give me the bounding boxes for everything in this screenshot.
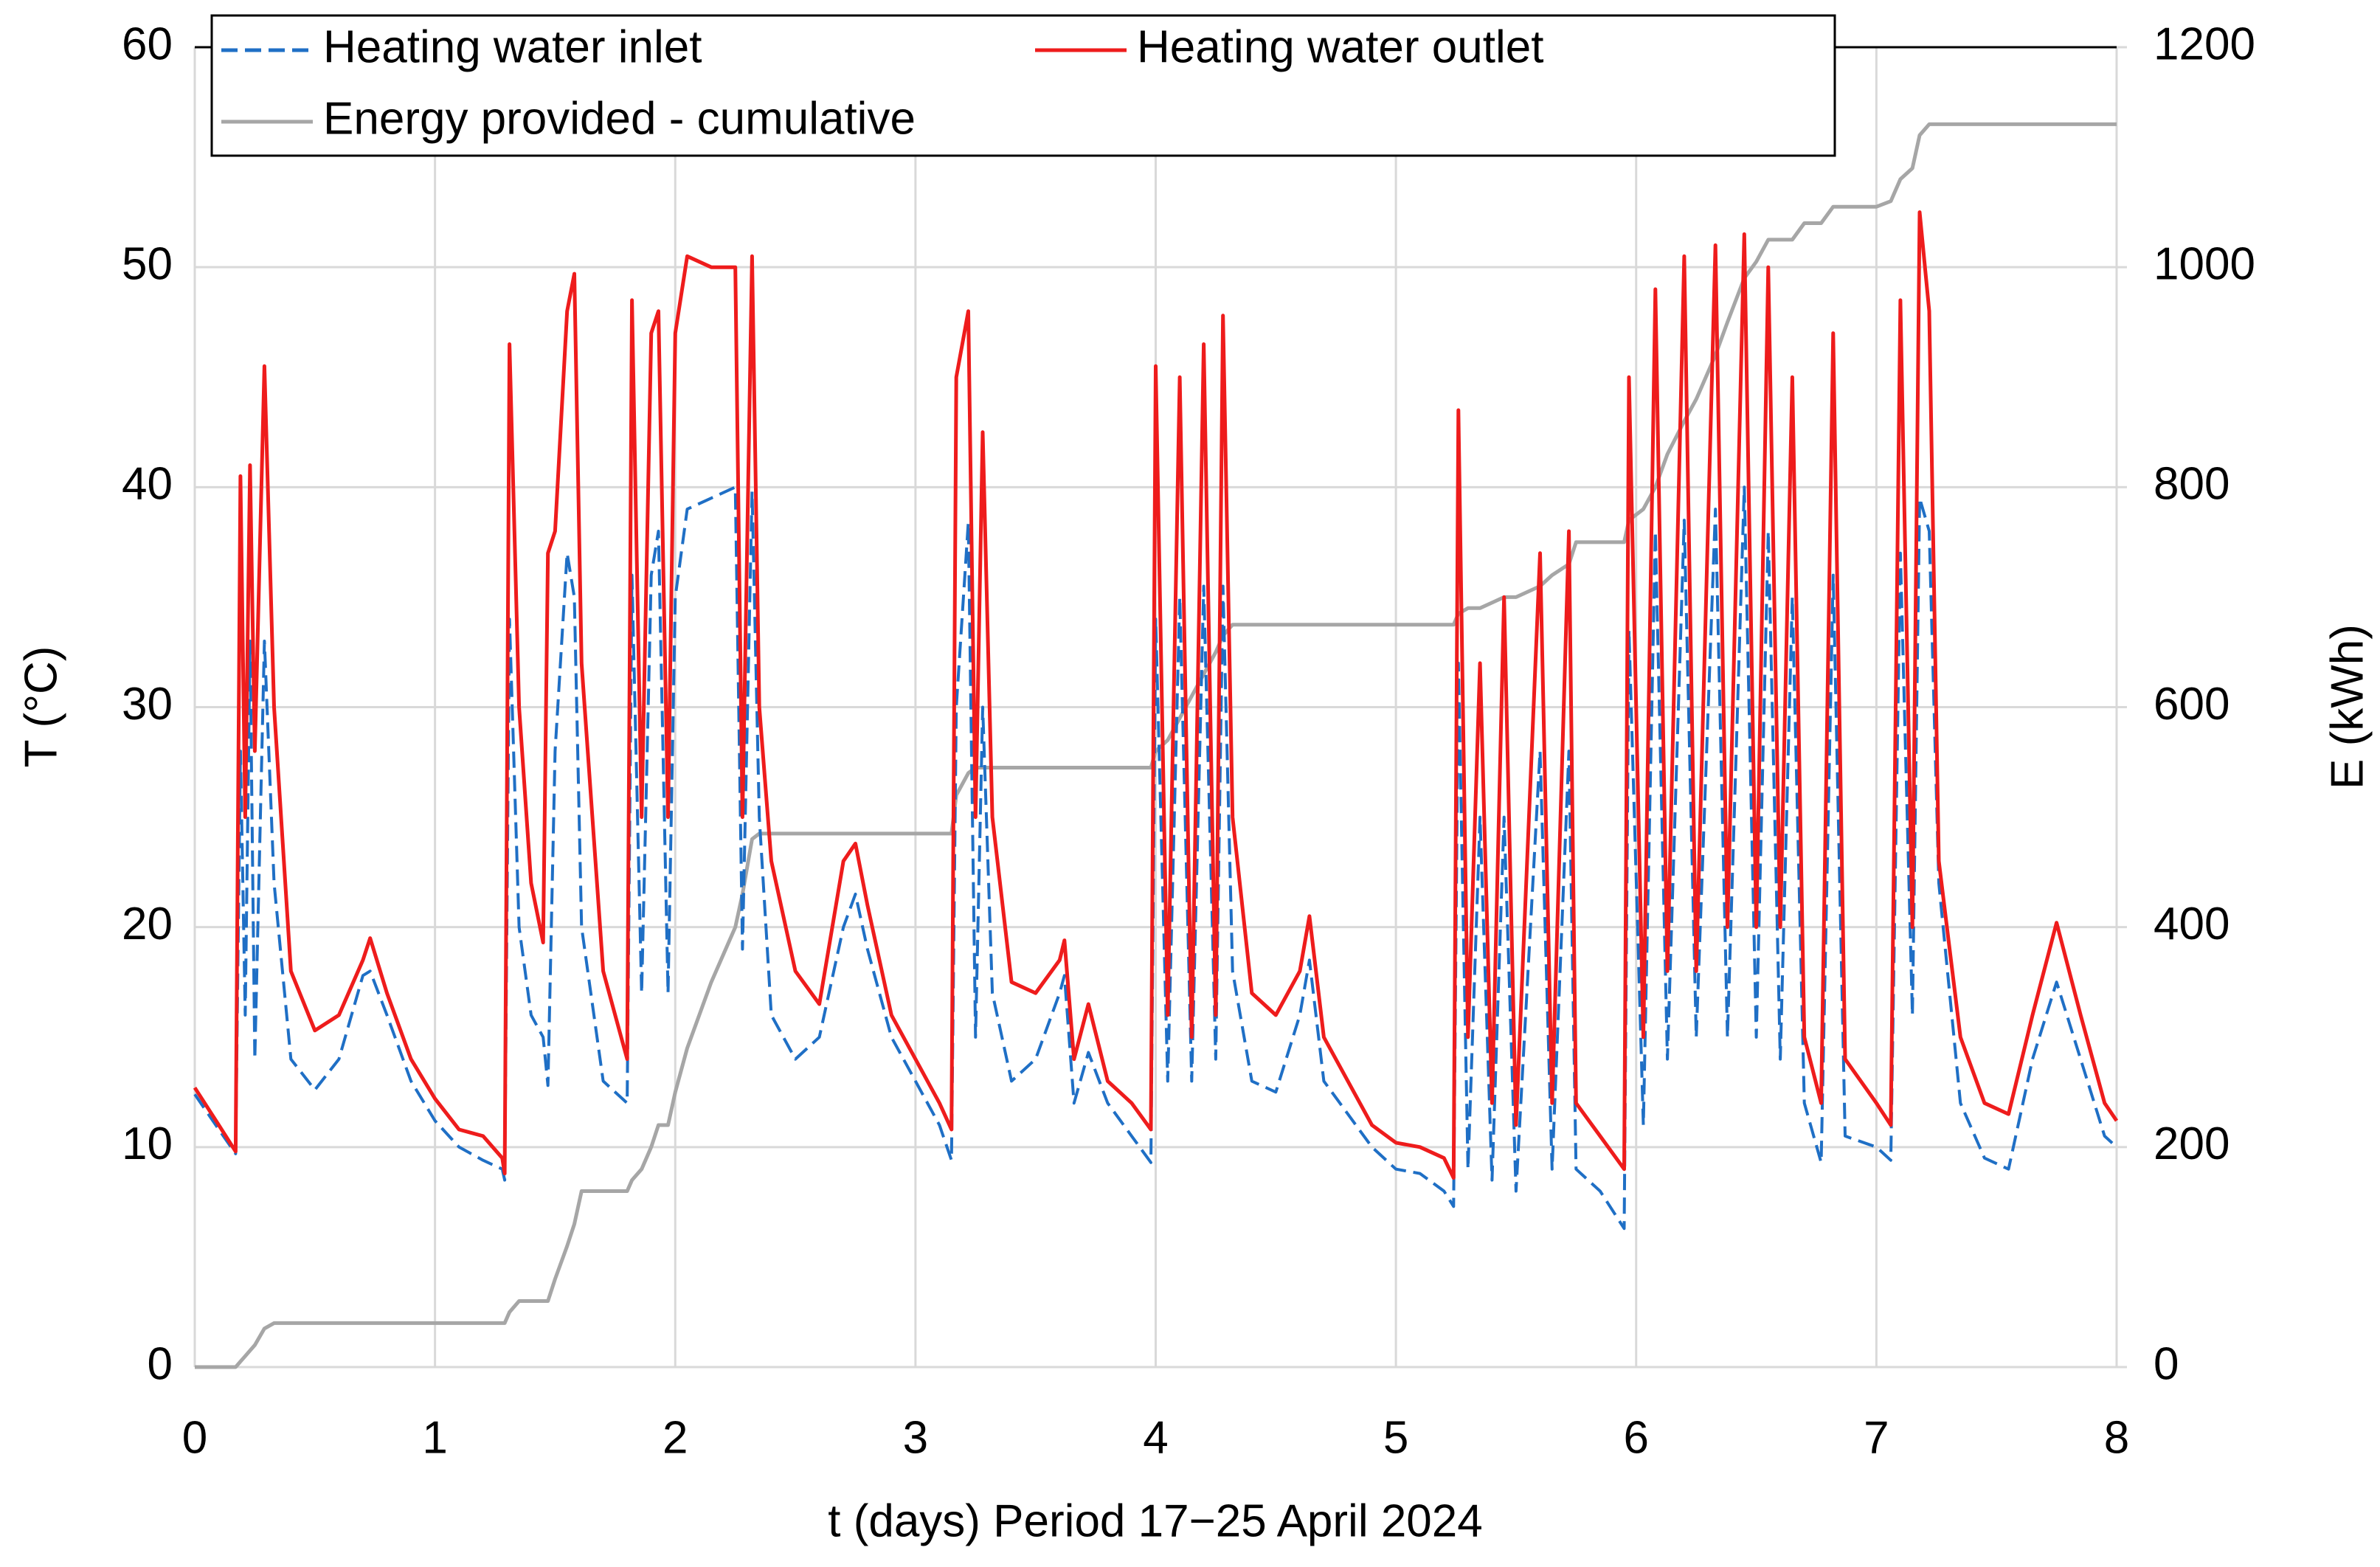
legend-box — [210, 14, 1836, 157]
legend-label: Heating water inlet — [323, 21, 702, 72]
y2-tick-label: 0 — [2154, 1338, 2179, 1389]
series-line — [195, 122, 2117, 1369]
y-tick-label: 10 — [122, 1118, 173, 1169]
y-tick-label: 40 — [122, 459, 173, 510]
y2-tick-label: 800 — [2154, 459, 2229, 510]
y2-tick-label: 200 — [2154, 1118, 2229, 1169]
x-tick-label: 0 — [182, 1412, 207, 1463]
x-axis-title: t (days) Period 17−25 April 2024 — [828, 1495, 1483, 1546]
y-tick-label: 60 — [122, 18, 173, 69]
y2-tick-label: 600 — [2154, 679, 2229, 730]
y-tick-label: 30 — [122, 679, 173, 730]
x-tick-label: 3 — [903, 1412, 928, 1463]
y2-tick-label: 1000 — [2154, 239, 2255, 290]
series-line — [193, 485, 2118, 1231]
y2-tick-label: 1200 — [2154, 18, 2255, 69]
legend-label: Energy provided - cumulative — [323, 93, 916, 144]
y-tick-label: 0 — [148, 1338, 173, 1389]
y-tick-label: 50 — [122, 239, 173, 290]
y-tick-label: 20 — [122, 899, 173, 949]
y2-axis-title: E (kWh) — [2322, 624, 2373, 789]
x-tick-label: 6 — [1624, 1412, 1649, 1463]
x-tick-label: 8 — [2104, 1412, 2129, 1463]
y2-tick-label: 400 — [2154, 899, 2229, 949]
y-axis-title: T (°C) — [15, 646, 66, 768]
legend-label: Heating water outlet — [1137, 21, 1543, 72]
x-tick-label: 2 — [663, 1412, 688, 1463]
x-tick-label: 4 — [1143, 1412, 1168, 1463]
x-tick-label: 7 — [1864, 1412, 1889, 1463]
x-tick-label: 5 — [1383, 1412, 1408, 1463]
x-tick-label: 1 — [422, 1412, 447, 1463]
series-line — [193, 210, 2119, 1180]
